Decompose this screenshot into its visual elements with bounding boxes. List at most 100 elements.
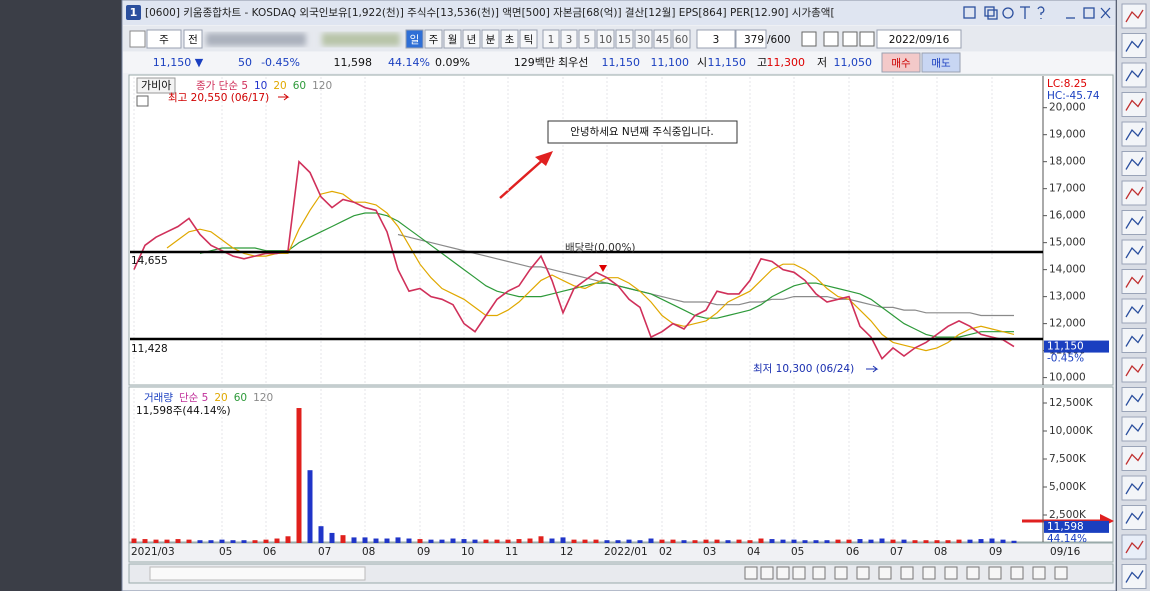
side-tool[interactable] <box>1121 387 1147 412</box>
count-select-box[interactable] <box>696 29 736 49</box>
buy-button-box[interactable] <box>881 52 921 73</box>
period-button-box[interactable] <box>500 29 519 49</box>
scroll-tool[interactable] <box>792 566 806 580</box>
tool-icon[interactable] <box>823 31 839 47</box>
minute-button-box[interactable] <box>578 29 596 49</box>
minute-button: 10 <box>599 34 612 46</box>
scroll-tool[interactable] <box>1054 566 1068 580</box>
volume-bar <box>252 540 258 543</box>
minute-button: 15 <box>618 34 631 46</box>
volume-bar <box>384 538 390 543</box>
side-tool[interactable] <box>1121 239 1147 265</box>
volume-bar <box>835 539 841 543</box>
volume-bar <box>912 540 918 543</box>
minute-button-box[interactable] <box>615 29 634 49</box>
scroll-tool[interactable] <box>878 566 892 580</box>
volume-bar <box>934 540 940 543</box>
side-tool[interactable] <box>1121 357 1147 383</box>
side-tool[interactable] <box>1121 416 1147 442</box>
scroll-tool[interactable] <box>922 566 936 580</box>
scroll-tool[interactable] <box>1032 566 1046 580</box>
quote-ask: 11,150 <box>602 56 641 69</box>
volume-bar <box>626 539 632 543</box>
annotation: 배당락(0.00%) <box>565 242 636 254</box>
legend-item: 20 <box>273 80 286 92</box>
side-tool[interactable] <box>1121 298 1147 324</box>
annotation: 최저 10,300 (06/24) <box>753 363 854 375</box>
period-button-box[interactable] <box>462 29 481 49</box>
x-date-label: 09/16 <box>1050 546 1081 558</box>
scroll-tool[interactable] <box>944 566 958 580</box>
x-tick-label: 09 <box>417 546 430 558</box>
volume-bar <box>670 539 676 543</box>
period-button-box[interactable] <box>405 29 424 49</box>
period-button-box[interactable] <box>481 29 500 49</box>
side-tool[interactable] <box>1121 210 1147 235</box>
minute-button-box[interactable] <box>672 29 691 49</box>
tool-icon[interactable] <box>842 31 858 47</box>
side-tool[interactable] <box>1121 269 1147 294</box>
side-tool[interactable] <box>1121 151 1147 176</box>
market-select-box[interactable] <box>146 29 182 49</box>
x-tick-label: 12 <box>560 546 573 558</box>
tool-icon[interactable] <box>801 31 817 47</box>
annotation: 최고 20,550 (06/17) <box>168 92 269 104</box>
side-tool[interactable] <box>1121 475 1147 501</box>
minute-button-box[interactable] <box>653 29 672 49</box>
side-tool[interactable] <box>1121 564 1147 589</box>
scroll-tool[interactable] <box>812 566 826 580</box>
volume-bar <box>901 539 907 543</box>
period-button-box[interactable] <box>519 29 538 49</box>
side-tool-glyph <box>1125 245 1144 259</box>
date-box-box[interactable] <box>876 29 962 49</box>
scroll-tool[interactable] <box>834 566 848 580</box>
scroll-tool[interactable] <box>900 566 914 580</box>
side-tool[interactable] <box>1121 446 1147 471</box>
y-tick-label: 14,000 <box>1049 264 1086 276</box>
scroll-tool[interactable] <box>988 566 1002 580</box>
volume-bar <box>659 539 665 543</box>
scroll-tool[interactable] <box>856 566 870 580</box>
volume-bar <box>351 537 357 543</box>
side-tool[interactable] <box>1121 121 1147 147</box>
period-button-box[interactable] <box>443 29 462 49</box>
minute-button-box[interactable] <box>596 29 615 49</box>
minute-button-box[interactable] <box>560 29 578 49</box>
y-tick-label: 13,000 <box>1049 291 1086 303</box>
minute-button-box[interactable] <box>542 29 560 49</box>
legend-item: 120 <box>312 80 332 92</box>
scroll-tool[interactable] <box>760 566 774 580</box>
side-tool[interactable] <box>1121 3 1147 29</box>
side-tool[interactable] <box>1121 534 1147 560</box>
volume-bar <box>197 540 203 543</box>
volume-bar <box>571 539 577 543</box>
prev-button-box[interactable] <box>183 29 203 49</box>
scroll-tool[interactable] <box>776 566 790 580</box>
scroll-thumb[interactable] <box>149 566 366 581</box>
side-tool-glyph <box>1125 127 1144 141</box>
scroll-tool[interactable] <box>1010 566 1024 580</box>
volume-bar <box>131 538 137 543</box>
volume-legend: 단순 5 <box>179 392 208 404</box>
quote-change-pct: -0.45% <box>261 56 300 69</box>
side-tool[interactable] <box>1121 328 1147 353</box>
side-tool-glyph <box>1125 540 1144 554</box>
legend-item: 60 <box>293 80 306 92</box>
volume-bar <box>142 539 148 543</box>
scroll-tool[interactable] <box>744 566 758 580</box>
side-tool[interactable] <box>1121 92 1147 117</box>
x-tick-label: 04 <box>747 546 761 558</box>
side-tool[interactable] <box>1121 62 1147 88</box>
scroll-tool[interactable] <box>966 566 980 580</box>
side-tool[interactable] <box>1121 33 1147 58</box>
title-icons <box>963 6 1111 20</box>
period-button: 주 <box>429 34 439 46</box>
tool-icon[interactable] <box>859 31 875 47</box>
side-tool-glyph <box>1125 186 1144 200</box>
period-button-box[interactable] <box>424 29 443 49</box>
side-tool[interactable] <box>1121 180 1147 206</box>
side-tool[interactable] <box>1121 505 1147 530</box>
sell-button-box[interactable] <box>921 52 961 73</box>
minute-button-box[interactable] <box>634 29 653 49</box>
volume-bar <box>802 540 808 543</box>
